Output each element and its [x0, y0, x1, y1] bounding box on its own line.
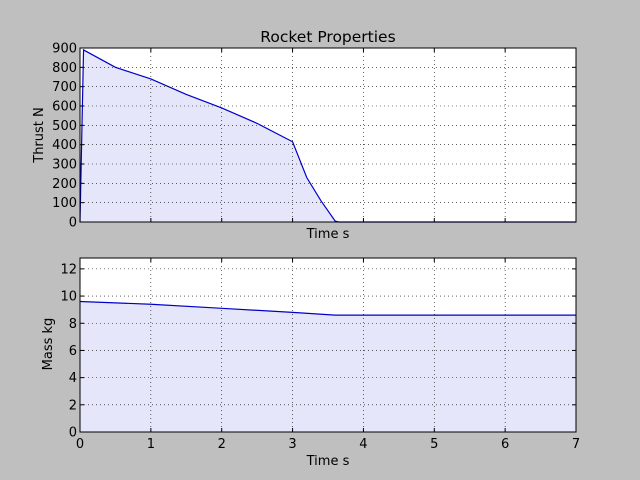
- thrust-y-tick-label: 800: [52, 61, 77, 76]
- thrust-y-tick-label: 500: [52, 119, 77, 134]
- thrust-y-axis-label: Thrust N: [32, 107, 47, 164]
- mass-x-tick-label: 2: [218, 437, 226, 452]
- thrust-y-tick-label: 0: [69, 216, 77, 231]
- mass-x-tick-label: 3: [288, 437, 296, 452]
- mass-y-tick-label: 10: [60, 290, 77, 305]
- mass-x-tick-label: 6: [501, 437, 509, 452]
- thrust-y-tick-label: 900: [52, 42, 77, 57]
- mass-axes-frame: [79, 257, 577, 433]
- mass-x-tick-label: 7: [572, 437, 580, 452]
- mass-y-tick-label: 8: [69, 317, 77, 332]
- mass-y-tick-label: 4: [69, 371, 77, 386]
- mass-y-tick-label: 2: [69, 398, 77, 413]
- mass-y-tick-label: 6: [69, 344, 77, 359]
- thrust-y-tick-label: 700: [52, 80, 77, 95]
- mass-y-tick-label: 0: [69, 426, 77, 441]
- thrust-x-axis-label: Time s: [306, 227, 350, 242]
- mass-series-fill: [80, 301, 576, 432]
- thrust-y-tick-label: 200: [52, 177, 77, 192]
- mass-x-tick-label: 0: [76, 437, 84, 452]
- thrust-y-tick-label: 600: [52, 100, 77, 115]
- mass-x-axis-label: Time s: [306, 454, 350, 469]
- mass-y-tick-label: 12: [60, 262, 77, 277]
- mass-x-tick-label: 5: [430, 437, 438, 452]
- thrust-axes-frame: [79, 47, 577, 223]
- mass-series-line: [79, 300, 576, 316]
- mass-x-tick-label: 4: [359, 437, 367, 452]
- thrust-y-tick-label: 400: [52, 138, 77, 153]
- mass-x-tick-label: 1: [147, 437, 155, 452]
- thrust-y-tick-label: 300: [52, 158, 77, 173]
- thrust-y-tick-label: 100: [52, 196, 77, 211]
- thrust-subplot: 0 100 200 300 400 500 600 700 800 900: [52, 42, 577, 231]
- mass-y-axis-label: Mass kg: [41, 318, 56, 371]
- thrust-series-fill: [80, 49, 576, 223]
- chart-title: Rocket Properties: [260, 28, 395, 46]
- thrust-series-line: [79, 48, 576, 223]
